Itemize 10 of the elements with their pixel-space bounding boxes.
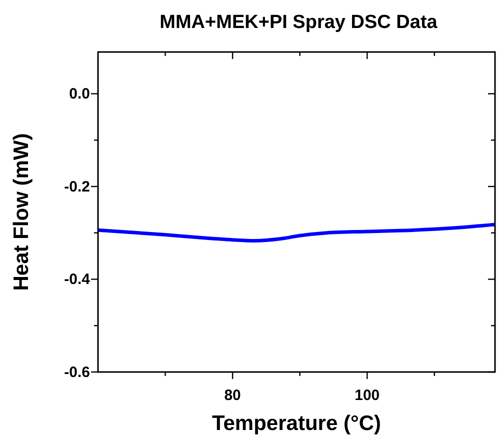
y-axis-title: Heat Flow (mW) [10,133,33,291]
y-tick-label: -0.2 [64,178,90,196]
y-tick-label: -0.6 [64,364,90,381]
x-tick-label: 100 [354,387,380,404]
chart-title: MMA+MEK+PI Spray DSC Data [160,12,438,33]
x-axis-title: Temperature (°C) [212,412,382,435]
y-tick-label: 0.0 [69,86,90,103]
y-tick-label: -0.4 [64,271,91,288]
line-series [98,222,495,243]
x-tick-label: 80 [224,387,241,404]
